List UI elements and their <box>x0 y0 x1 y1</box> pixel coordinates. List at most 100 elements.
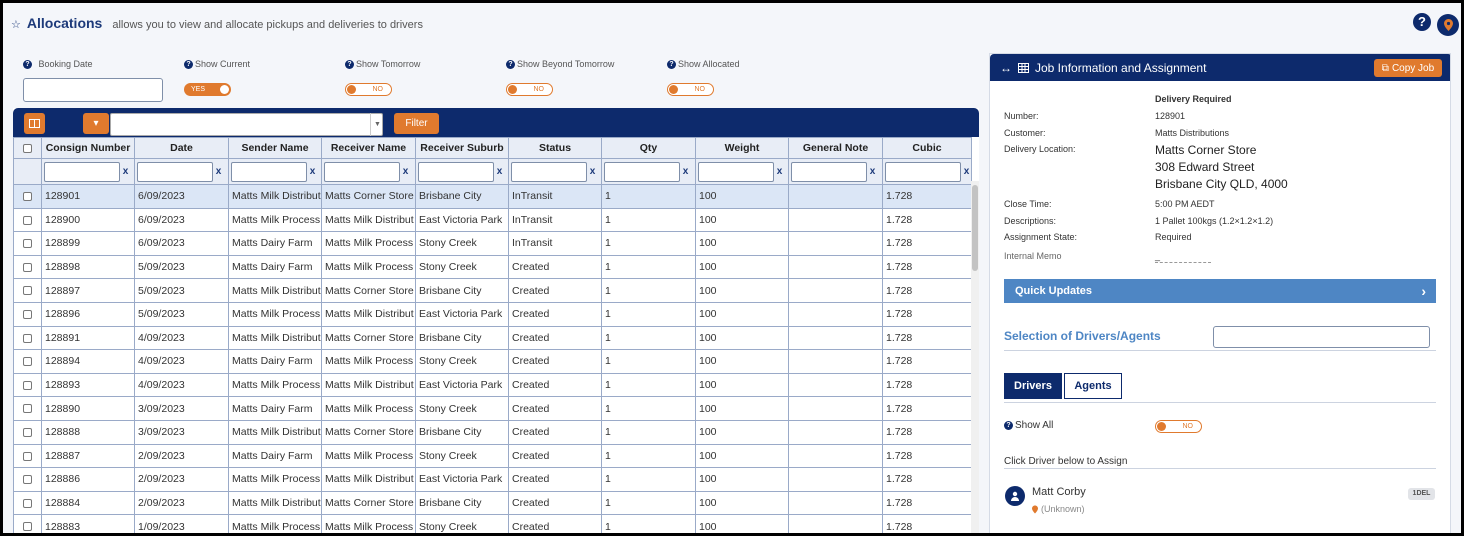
table-cell: 128900 <box>41 207 135 233</box>
table-cell <box>788 490 883 516</box>
row-checkbox[interactable] <box>23 380 32 390</box>
column-filter-input[interactable] <box>885 161 961 182</box>
show-all-toggle[interactable]: NO <box>1155 420 1202 433</box>
column-header[interactable]: General Note <box>788 137 883 159</box>
row-checkbox[interactable] <box>23 451 32 461</box>
table-row[interactable]: 128893 4/09/2023 Matts Milk Process Matts M… <box>13 372 972 398</box>
clear-filter-icon[interactable]: x <box>589 166 596 177</box>
clear-filter-icon[interactable]: x <box>402 166 409 177</box>
filter-cell: x <box>601 158 696 185</box>
column-filter-input[interactable] <box>137 161 213 182</box>
grid-search-input[interactable] <box>110 113 383 136</box>
table-row[interactable]: 128901 6/09/2023 Matts Milk Distribut Matts… <box>13 184 972 209</box>
column-header[interactable]: Consign Number <box>41 137 135 159</box>
row-checkbox[interactable] <box>23 192 32 202</box>
column-header[interactable]: Receiver Name <box>321 137 416 159</box>
clear-filter-icon[interactable]: x <box>776 166 783 177</box>
columns-icon[interactable] <box>24 113 45 134</box>
column-filter-input[interactable] <box>44 161 120 182</box>
clear-filter-icon[interactable]: x <box>869 166 876 177</box>
table-cell: Matts Milk Process <box>228 467 322 492</box>
table-row[interactable]: 128884 2/09/2023 Matts Milk Distribut Matts… <box>13 490 972 516</box>
table-row[interactable]: 128891 4/09/2023 Matts Milk Distribut Matts… <box>13 325 972 351</box>
chevron-down-icon[interactable]: ▼ <box>370 113 384 136</box>
row-checkbox-cell <box>13 254 42 280</box>
vertical-scrollbar[interactable] <box>971 181 979 533</box>
booking-date-input[interactable] <box>23 78 163 102</box>
column-filter-input[interactable] <box>698 161 774 182</box>
row-checkbox[interactable] <box>23 498 32 508</box>
show-allocated-toggle[interactable]: NO <box>667 83 714 96</box>
help-icon[interactable]: ? <box>1413 13 1431 31</box>
map-pin-icon[interactable] <box>1437 14 1459 36</box>
row-checkbox[interactable] <box>23 404 32 414</box>
dropdown-toggle-button[interactable]: ▾ <box>83 113 109 134</box>
column-filter-input[interactable] <box>604 161 680 182</box>
table-row[interactable]: 128888 3/09/2023 Matts Milk Distribut Matts… <box>13 419 972 445</box>
row-checkbox[interactable] <box>23 262 32 272</box>
select-all-checkbox[interactable] <box>13 137 42 159</box>
table-cell: 5/09/2023 <box>134 278 229 303</box>
row-checkbox[interactable] <box>23 475 32 485</box>
clear-filter-icon[interactable]: x <box>215 166 222 177</box>
table-row[interactable]: 128897 5/09/2023 Matts Milk Distribut Matts… <box>13 278 972 303</box>
table-cell: Matts Milk Process <box>321 396 416 421</box>
table-row[interactable]: 128896 5/09/2023 Matts Milk Process Matts M… <box>13 301 972 327</box>
table-row[interactable]: 128887 2/09/2023 Matts Dairy Farm Matts Mil… <box>13 443 972 469</box>
internal-memo-value[interactable]: _ <box>1155 251 1211 263</box>
tab-drivers[interactable]: Drivers <box>1004 373 1062 399</box>
table-row[interactable]: 128886 2/09/2023 Matts Milk Process Matts M… <box>13 467 972 492</box>
driver-avatar-icon <box>1005 486 1025 506</box>
row-checkbox[interactable] <box>23 309 32 319</box>
tab-agents[interactable]: Agents <box>1064 373 1122 399</box>
row-checkbox[interactable] <box>23 427 32 437</box>
column-header[interactable]: Weight <box>695 137 789 159</box>
quick-updates-bar[interactable]: Quick Updates › <box>1004 279 1436 303</box>
show-current-toggle[interactable]: YES <box>184 83 231 96</box>
copy-job-button[interactable]: ⧉ Copy Job <box>1374 59 1442 77</box>
toggle-knob <box>508 85 517 94</box>
column-header[interactable]: Receiver Suburb <box>415 137 509 159</box>
clear-filter-icon[interactable]: x <box>496 166 503 177</box>
column-filter-input[interactable] <box>418 161 494 182</box>
column-filter-input[interactable] <box>791 161 867 182</box>
driver-name[interactable]: Matt Corby <box>1032 486 1086 498</box>
table-row[interactable]: 128883 1/09/2023 Matts Milk Process Matts M… <box>13 514 972 533</box>
row-checkbox[interactable] <box>23 239 32 249</box>
table-cell: InTransit <box>508 207 602 233</box>
table-row[interactable]: 128898 5/09/2023 Matts Dairy Farm Matts Mil… <box>13 254 972 280</box>
driver-search-input[interactable] <box>1213 326 1430 348</box>
column-header[interactable]: Status <box>508 137 602 159</box>
column-filter-input[interactable] <box>511 161 587 182</box>
clear-filter-icon[interactable]: x <box>122 166 129 177</box>
filter-button[interactable]: Filter <box>394 113 439 134</box>
table-row[interactable]: 128890 3/09/2023 Matts Dairy Farm Matts Mil… <box>13 396 972 421</box>
table-row[interactable]: 128899 6/09/2023 Matts Dairy Farm Matts Mil… <box>13 231 972 256</box>
show-tomorrow-toggle[interactable]: NO <box>345 83 392 96</box>
table-row[interactable]: 128894 4/09/2023 Matts Dairy Farm Matts Mil… <box>13 349 972 374</box>
table-cell: 1 <box>601 207 696 233</box>
column-header[interactable]: Date <box>134 137 229 159</box>
column-header[interactable]: Sender Name <box>228 137 322 159</box>
star-icon[interactable]: ☆ <box>11 19 21 31</box>
show-beyond-tomorrow-toggle[interactable]: NO <box>506 83 553 96</box>
column-filter-input[interactable] <box>324 161 400 182</box>
table-cell: 1 <box>601 514 696 533</box>
row-checkbox[interactable] <box>23 333 32 343</box>
row-checkbox[interactable] <box>23 522 32 532</box>
clear-filter-icon[interactable]: x <box>682 166 689 177</box>
row-checkbox[interactable] <box>23 357 32 367</box>
clear-filter-icon[interactable]: x <box>963 166 970 177</box>
column-filter-input[interactable] <box>231 161 307 182</box>
scrollbar-thumb[interactable] <box>972 185 978 271</box>
column-header[interactable]: Cubic <box>882 137 972 159</box>
table-cell: Matts Dairy Farm <box>228 396 322 421</box>
column-header[interactable]: Qty <box>601 137 696 159</box>
row-checkbox[interactable] <box>23 215 32 225</box>
clear-filter-icon[interactable]: x <box>309 166 316 177</box>
row-checkbox[interactable] <box>23 286 32 296</box>
table-row[interactable]: 128900 6/09/2023 Matts Milk Process Matts M… <box>13 207 972 233</box>
table-cell <box>788 372 883 398</box>
expand-arrows-icon[interactable]: ↔ <box>1000 60 1012 75</box>
table-cell: Matts Milk Distribut <box>228 278 322 303</box>
